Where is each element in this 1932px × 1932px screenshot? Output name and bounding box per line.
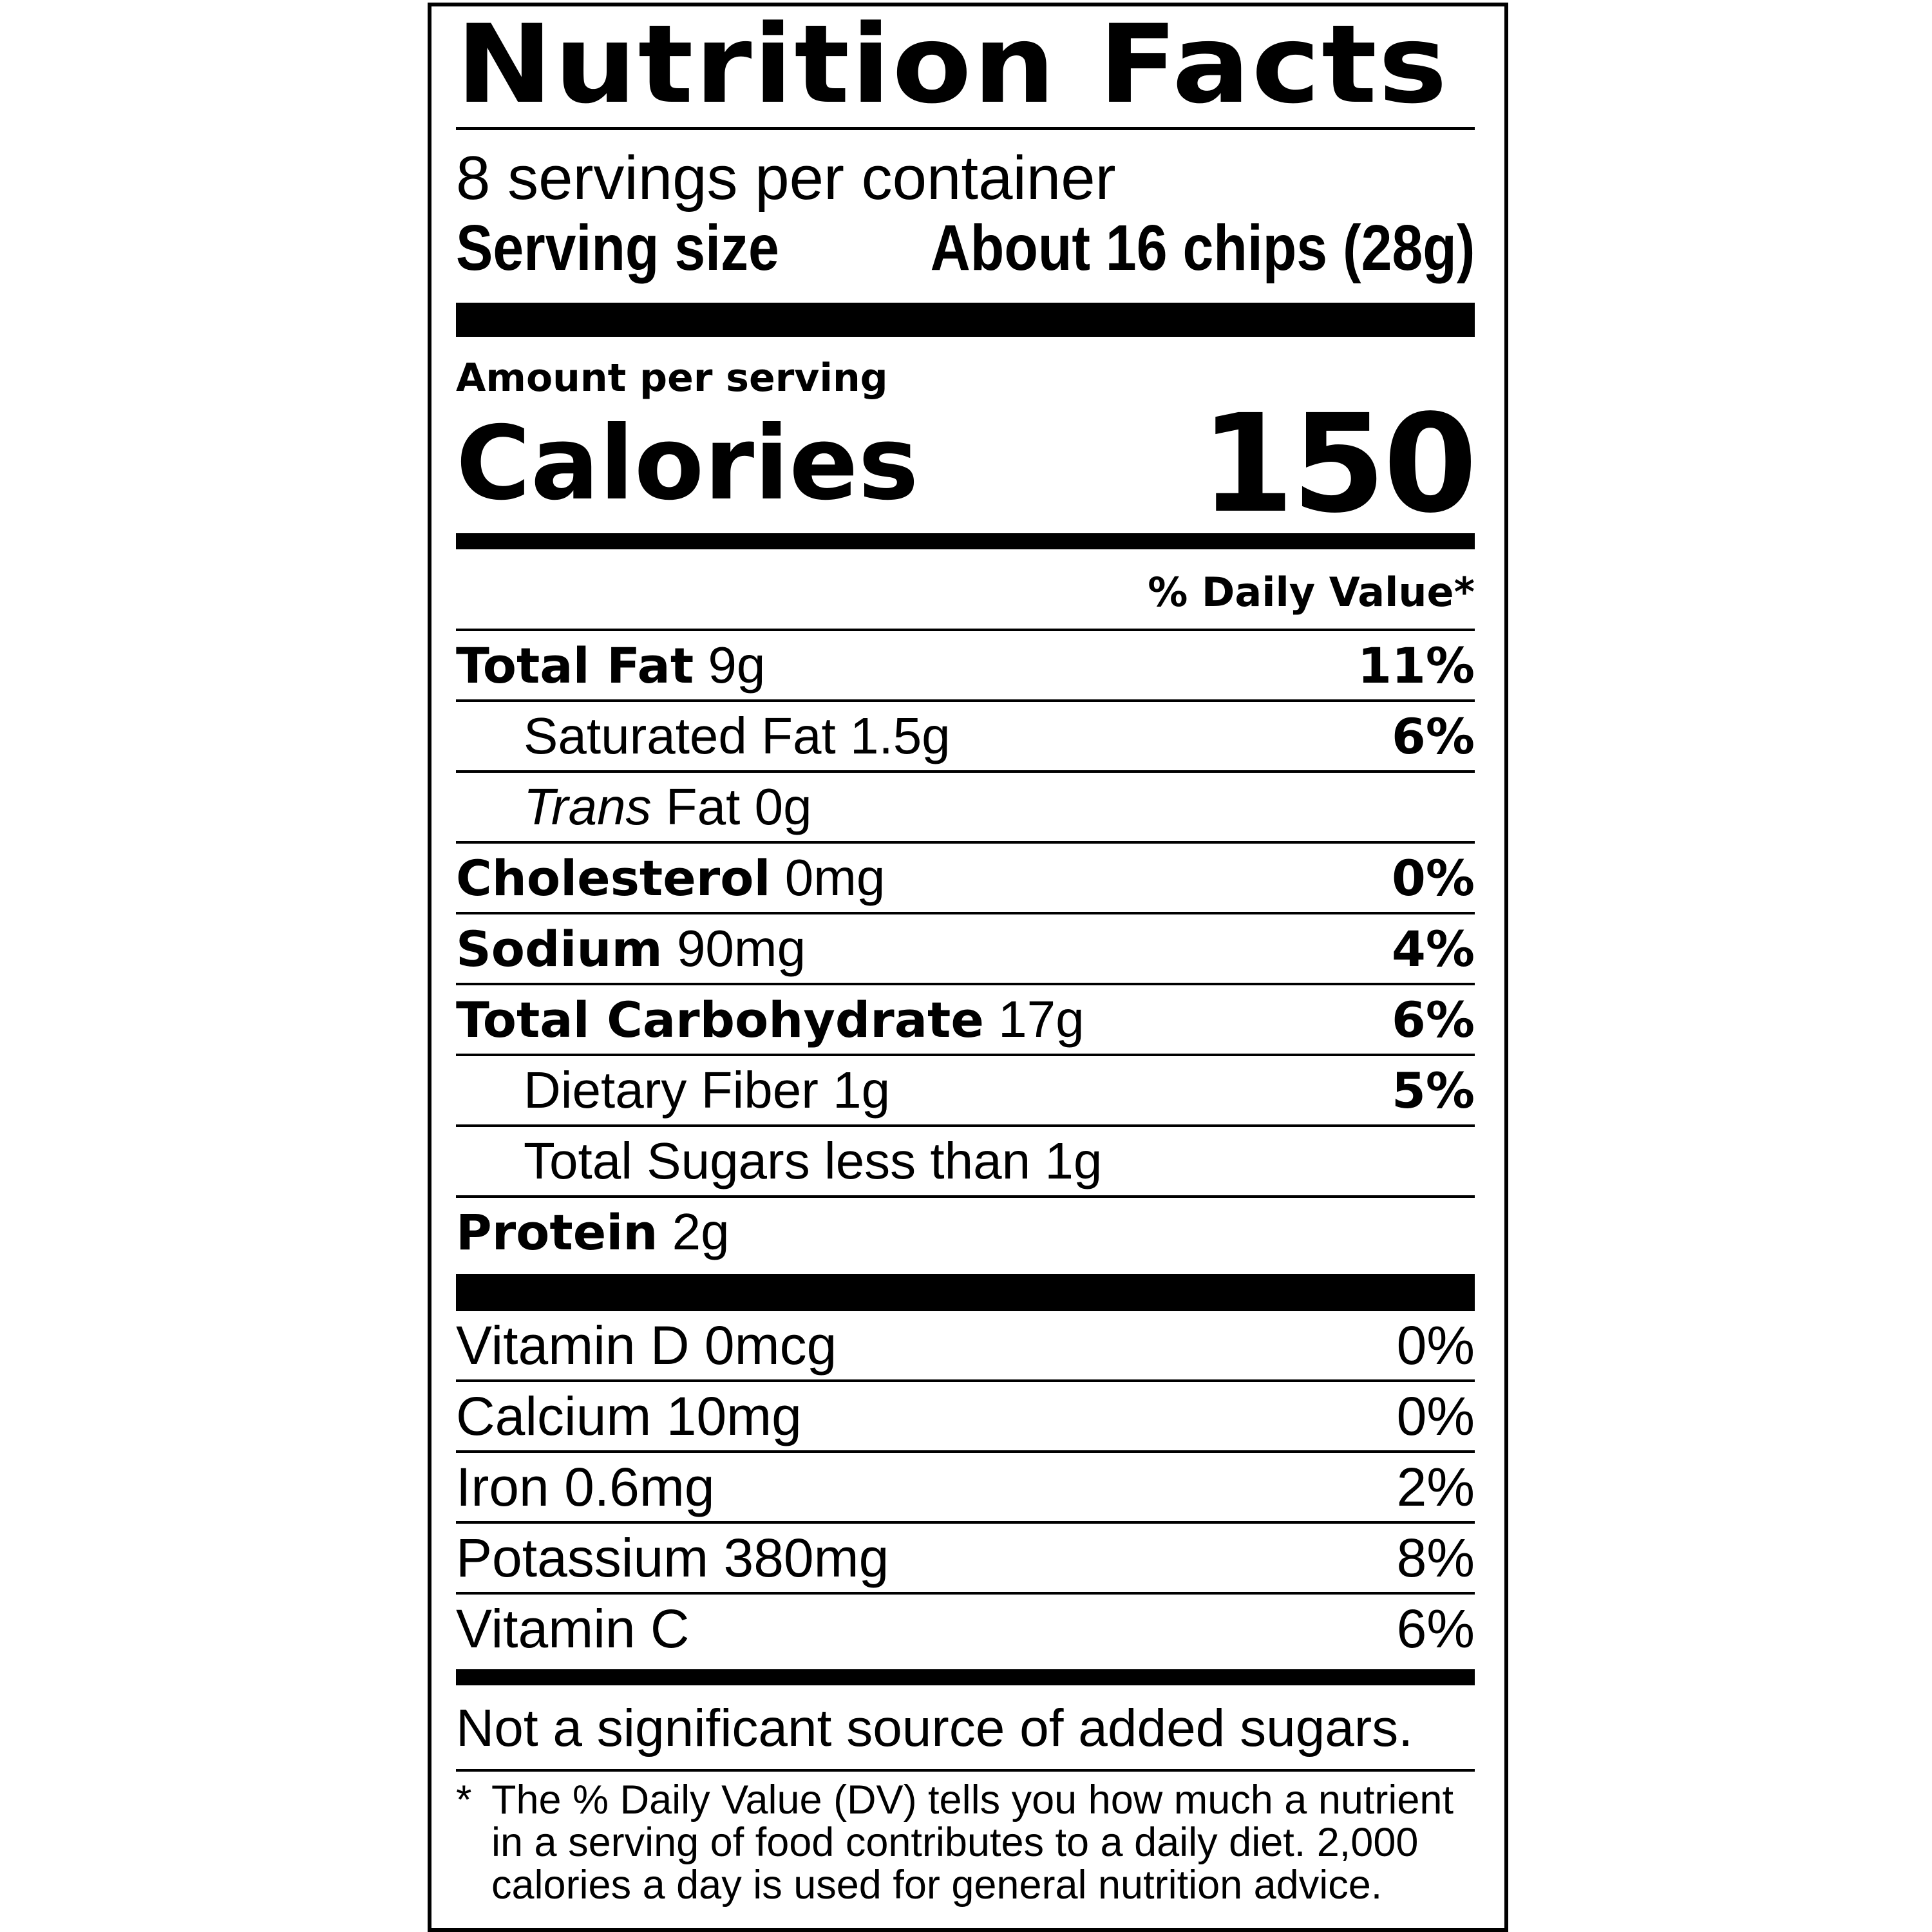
nutrient-row-total-sugars: Total Sugars less than 1g — [456, 1124, 1475, 1195]
nutrient-name: Cholesterol — [456, 849, 771, 907]
nutrient-dv: 5% — [1391, 1061, 1475, 1119]
daily-value-header: % Daily Value* — [1148, 569, 1475, 616]
nutrient-rows: Total Fat 9g 11% Saturated Fat 1.5g 6% T… — [456, 629, 1475, 1266]
divider — [456, 1769, 1475, 1772]
vitamin-row: Vitamin D 0mcg 0% — [456, 1311, 1475, 1382]
vitamin-row: Potassium 380mg 8% — [456, 1524, 1475, 1595]
nutrient-amount: 9g — [708, 636, 766, 694]
nutrient-row-total-fat: Total Fat 9g 11% — [456, 629, 1475, 699]
vitamin-name: Iron 0.6mg — [456, 1456, 715, 1517]
vitamin-rows: Vitamin D 0mcg 0% Calcium 10mg 0% Iron 0.6… — [456, 1311, 1475, 1663]
calories-value: 150 — [1200, 384, 1477, 543]
nutrient-name: Saturated Fat — [524, 707, 836, 764]
nutrient-amount: 0mg — [784, 849, 886, 906]
nutrient-row-dietary-fiber: Dietary Fiber 1g 5% — [456, 1054, 1475, 1124]
amount-per-serving: Amount per serving — [456, 355, 888, 401]
nutrient-dv: 0% — [1391, 849, 1475, 907]
nutrient-name: Dietary Fiber — [524, 1061, 819, 1119]
servings-per-container: 8 servings per container — [456, 144, 1116, 213]
nutrient-row-total-carbohydrate: Total Carbohydrate 17g 6% — [456, 983, 1475, 1054]
serving-size-row: Serving size About 16 chips (28g) — [456, 213, 1475, 283]
nutrient-amount: 0g — [754, 778, 812, 835]
nutrient-name-suffix: Fat — [665, 778, 741, 835]
thick-bar — [456, 303, 1475, 337]
serving-size-label: Serving size — [456, 212, 779, 284]
nutrient-amount: 2g — [672, 1203, 730, 1260]
medium-bar — [456, 1669, 1475, 1685]
nutrient-amount: 1g — [833, 1061, 891, 1119]
nutrient-row-cholesterol: Cholesterol 0mg 0% — [456, 841, 1475, 912]
divider — [456, 127, 1475, 130]
nutrient-dv: 6% — [1391, 707, 1475, 765]
vitamin-name: Potassium 380mg — [456, 1527, 889, 1588]
nutrient-name: Sodium — [456, 920, 663, 978]
vitamin-dv: 2% — [1396, 1456, 1475, 1517]
nutrient-dv: 11% — [1358, 636, 1475, 694]
vitamin-row: Iron 0.6mg 2% — [456, 1453, 1475, 1524]
calories-label: Calories — [456, 404, 919, 523]
vitamin-name: Vitamin D 0mcg — [456, 1314, 837, 1376]
nutrient-row-sodium: Sodium 90mg 4% — [456, 912, 1475, 983]
footnote-star: * — [456, 1777, 472, 1823]
footnote-text: The % Daily Value (DV) tells you how muc… — [491, 1777, 1454, 1908]
footnote: * The % Daily Value (DV) tells you how m… — [456, 1779, 1475, 1906]
nutrient-name: Total Fat — [456, 637, 694, 694]
nutrient-amount: 1g — [1045, 1132, 1103, 1189]
vitamin-dv: 0% — [1396, 1385, 1475, 1446]
nutrient-amount: 17g — [998, 990, 1084, 1048]
vitamin-row: Vitamin C 6% — [456, 1595, 1475, 1663]
vitamin-name: Vitamin C — [456, 1598, 690, 1659]
nutrient-dv: 6% — [1391, 990, 1475, 1048]
nutrient-dv: 4% — [1391, 920, 1475, 978]
nutrient-name: Total Carbohydrate — [456, 991, 984, 1048]
added-sugars-note: Not a significant source of added sugars… — [456, 1699, 1413, 1757]
vitamin-dv: 8% — [1396, 1527, 1475, 1588]
nutrient-row-trans-fat: Trans Fat 0g — [456, 770, 1475, 841]
nutrient-row-saturated-fat: Saturated Fat 1.5g 6% — [456, 699, 1475, 770]
nutrient-name: Trans — [524, 778, 652, 835]
serving-size-value: About 16 chips (28g) — [930, 212, 1475, 284]
calories-row: Calories 150 — [456, 385, 1477, 543]
thick-bar — [456, 1274, 1475, 1311]
nutrient-name: Protein — [456, 1204, 658, 1261]
vitamin-dv: 0% — [1396, 1314, 1475, 1376]
vitamin-dv: 6% — [1396, 1598, 1475, 1659]
medium-bar — [456, 533, 1475, 549]
nutrient-amount: 90mg — [676, 920, 806, 977]
label-title: Nutrition Facts — [456, 1, 1449, 128]
nutrient-amount: 1.5g — [849, 707, 951, 764]
vitamin-row: Calcium 10mg 0% — [456, 1382, 1475, 1453]
nutrition-label-border — [428, 3, 1508, 1932]
vitamin-name: Calcium 10mg — [456, 1385, 802, 1446]
nutrient-row-protein: Protein 2g — [456, 1195, 1475, 1266]
nutrient-name: Total Sugars less than — [524, 1132, 1031, 1189]
